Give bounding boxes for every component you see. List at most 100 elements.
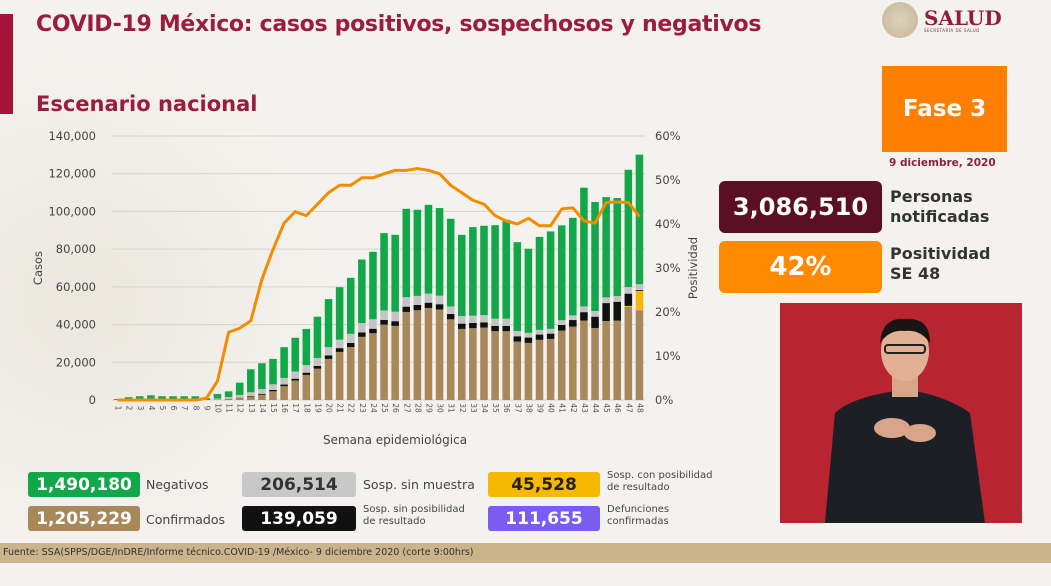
bar-confirmados-week-33 xyxy=(469,328,477,400)
bar-sosp_sin_muestra-week-46 xyxy=(613,296,622,302)
y-tick-label: 40,000 xyxy=(56,318,96,332)
bar-confirmados-week-24 xyxy=(369,333,377,400)
bar-sosp_sin_muestra-week-23 xyxy=(358,323,366,333)
x-tick-label: 21 xyxy=(336,403,345,413)
bar-negativos-week-24 xyxy=(369,251,377,320)
bar-sosp_sin_posibilidad-week-17 xyxy=(291,378,299,381)
bar-negativos-week-45 xyxy=(602,197,610,298)
notified-label: Personas notificadas xyxy=(890,187,989,227)
bar-negativos-week-25 xyxy=(380,233,388,311)
bar-confirmados-week-34 xyxy=(480,327,488,400)
bar-confirmados-week-37 xyxy=(513,341,522,400)
bar-sosp_sin_posibilidad-week-46 xyxy=(613,301,622,321)
x-tick-label: 31 xyxy=(447,403,456,413)
x-tick-label: 6 xyxy=(169,406,178,411)
salud-logo: SALUD SECRETARÍA DE SALUD xyxy=(882,2,1002,38)
interpreter-figure xyxy=(825,318,985,523)
legend-defunciones-label-2: confirmadas xyxy=(607,516,669,527)
logo-subtext: SECRETARÍA DE SALUD xyxy=(924,27,980,33)
bar-sosp_sin_posibilidad-week-38 xyxy=(524,337,533,343)
x-tick-label: 27 xyxy=(402,403,411,413)
bar-sosp_sin_posibilidad-week-26 xyxy=(391,321,399,326)
legend-confirmados-label: Confirmados xyxy=(146,512,226,527)
y2-tick-label: 20% xyxy=(655,305,681,319)
bar-sosp_sin_muestra-week-31 xyxy=(446,306,455,315)
y-tick-label: 60,000 xyxy=(56,280,96,294)
bar-confirmados-week-12 xyxy=(235,398,244,400)
bar-sosp_sin_muestra-week-10 xyxy=(213,398,222,400)
bar-sosp_sin_posibilidad-week-39 xyxy=(535,334,544,340)
bar-confirmados-week-13 xyxy=(247,396,255,400)
bar-sosp_sin_muestra-week-33 xyxy=(469,315,477,323)
bar-sosp_sin_muestra-week-25 xyxy=(380,310,388,320)
report-date: 9 diciembre, 2020 xyxy=(889,157,996,169)
bar-sosp_sin_posibilidad-week-43 xyxy=(580,312,588,321)
x-tick-label: 40 xyxy=(547,403,556,413)
x-tick-label: 26 xyxy=(391,403,400,413)
bar-negativos-week-14 xyxy=(258,363,266,390)
bar-negativos-week-17 xyxy=(291,337,299,372)
bar-negativos-week-13 xyxy=(247,369,255,393)
bar-sosp_sin_muestra-week-11 xyxy=(224,396,233,399)
x-tick-label: 44 xyxy=(591,403,600,413)
bar-negativos-week-10 xyxy=(213,393,222,399)
bar-sosp_sin_muestra-week-48 xyxy=(635,284,644,290)
bar-confirmados-week-39 xyxy=(535,339,544,400)
x-tick-label: 34 xyxy=(480,403,489,413)
x-tick-label: 11 xyxy=(225,403,234,413)
x-tick-label: 37 xyxy=(513,403,522,413)
y2-tick-label: 10% xyxy=(655,349,681,363)
bar-negativos-week-26 xyxy=(391,234,399,312)
bar-sosp_sin_muestra-week-22 xyxy=(346,333,355,343)
x-tick-label: 24 xyxy=(369,403,378,413)
positivity-label-1: Positividad xyxy=(890,244,991,263)
bar-confirmados-week-38 xyxy=(524,342,533,400)
legend-sin-posibilidad-value: 139,059 xyxy=(242,506,356,531)
x-tick-label: 48 xyxy=(635,403,644,413)
bar-negativos-week-6 xyxy=(169,396,177,400)
y-tick-label: 140,000 xyxy=(48,129,96,143)
legend-negativos-label: Negativos xyxy=(146,477,209,492)
bar-sosp_sin_posibilidad-week-21 xyxy=(335,348,344,352)
bar-sosp_sin_muestra-week-34 xyxy=(480,315,488,323)
bar-negativos-week-32 xyxy=(458,234,466,317)
source-footer: Fuente: SSA(SPPS/DGE/InDRE/Informe técni… xyxy=(0,543,1051,563)
bar-negativos-week-33 xyxy=(469,227,477,316)
x-tick-label: 43 xyxy=(580,403,589,413)
x-tick-label: 9 xyxy=(202,406,211,411)
y2-axis-label: Positividad xyxy=(686,237,700,299)
bar-negativos-week-15 xyxy=(269,358,277,385)
bar-sosp_sin_posibilidad-week-15 xyxy=(269,390,277,392)
y2-tick-label: 30% xyxy=(655,261,681,275)
bar-negativos-week-40 xyxy=(546,231,555,329)
legend-sin-posibilidad-label: Sosp. sin posibilidad de resultado xyxy=(363,504,465,528)
bar-sosp_sin_posibilidad-week-32 xyxy=(458,323,466,329)
bar-sosp_sin_muestra-week-35 xyxy=(491,318,499,326)
bar-sosp_sin_muestra-week-28 xyxy=(413,295,422,305)
bar-sosp_sin_muestra-week-47 xyxy=(624,287,633,294)
bar-sosp_sin_muestra-week-12 xyxy=(235,394,244,398)
bar-sosp_sin_posibilidad-week-20 xyxy=(324,355,333,359)
bar-confirmados-week-19 xyxy=(313,368,322,400)
bar-sosp_sin_muestra-week-20 xyxy=(324,347,333,356)
bar-confirmados-week-27 xyxy=(402,311,411,400)
bar-negativos-week-43 xyxy=(580,187,588,307)
legend-confirmados-value: 1,205,229 xyxy=(28,506,140,531)
bar-negativos-week-39 xyxy=(535,236,544,330)
bar-sosp_sin_posibilidad-week-27 xyxy=(402,306,411,312)
chart: 0 20,000 40,000 60,000 80,000 100,000 120,000 1… xyxy=(31,129,700,447)
bar-negativos-week-48 xyxy=(635,154,644,285)
y-tick-label: 0 xyxy=(89,393,96,407)
bar-sosp_sin_muestra-week-39 xyxy=(535,329,544,335)
bar-confirmados-week-36 xyxy=(502,331,510,400)
title-accent-bar xyxy=(0,14,13,114)
bar-negativos-week-38 xyxy=(524,248,533,333)
bar-confirmados-week-18 xyxy=(302,374,311,400)
x-tick-label: 23 xyxy=(358,403,367,413)
x-tick-label: 46 xyxy=(613,403,622,413)
seal-icon xyxy=(882,2,918,38)
bar-sosp_sin_posibilidad-week-29 xyxy=(424,302,433,308)
bar-confirmados-week-21 xyxy=(335,351,344,400)
x-tick-label: 47 xyxy=(624,403,633,413)
sign-language-interpreter xyxy=(780,303,1022,523)
